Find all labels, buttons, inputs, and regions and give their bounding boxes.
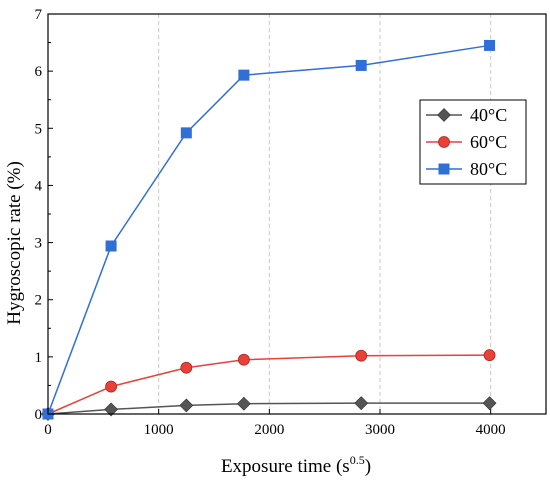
plot-frame [47,13,547,415]
x-tick-label: 2000 [254,422,284,438]
legend-label-40c: 40°C [470,105,507,125]
data-point-60c [483,349,496,362]
legend-marker-80c [438,163,450,175]
x-axis-title: Exposure time (s0.5) [221,453,371,477]
series-line-60c [47,354,490,415]
data-point-80c [484,39,496,51]
series-40c [41,396,497,421]
y-axis-title: Hygroscopic rate (%) [4,161,25,325]
legend-label-60c: 60°C [470,132,507,152]
data-point-80c [105,240,117,252]
y-tick-label: 5 [35,121,43,137]
y-tick-label: 7 [35,7,43,23]
data-point-40c [104,402,119,417]
x-axis-title-superscript: 0.5 [350,453,365,467]
data-point-80c [355,59,367,71]
y-tick-label: 1 [35,350,43,366]
data-point-60c [237,353,250,366]
data-point-60c [105,380,117,393]
y-tick-label: 3 [35,236,43,252]
ticks: 0 1000 2000 3000 4000 0 1 2 3 4 5 6 7 [35,7,506,438]
y-tick-label: 0 [35,407,43,423]
x-tick-label: 0 [44,422,52,438]
series-80c [42,39,496,420]
x-tick-label: 4000 [476,422,506,438]
data-point-60c [180,361,193,374]
y-tick-label: 2 [35,293,43,309]
data-point-40c [179,398,194,413]
y-tick-label: 4 [35,178,43,194]
series-line-80c [47,44,490,415]
x-tick-label: 1000 [144,422,174,438]
y-tick-label: 6 [35,64,43,80]
data-point-40c [482,396,497,411]
data-point-40c [354,396,369,411]
data-point-60c [355,349,368,362]
legend-marker-60c [438,136,450,148]
legend-label-80c: 80°C [470,159,507,179]
x-axis-title-suffix: ) [365,456,371,477]
legend: 40°C 60°C 80°C [419,99,527,185]
grid [158,14,492,414]
x-axis-title-main: Exposure time (s [221,456,350,477]
data-point-80c [180,127,192,139]
legend-marker-40c [437,108,451,122]
data-point-40c [236,396,251,411]
x-tick-label: 3000 [365,422,395,438]
series-line-40c [47,402,490,415]
series-layer [41,39,497,421]
data-point-80c [238,69,250,81]
